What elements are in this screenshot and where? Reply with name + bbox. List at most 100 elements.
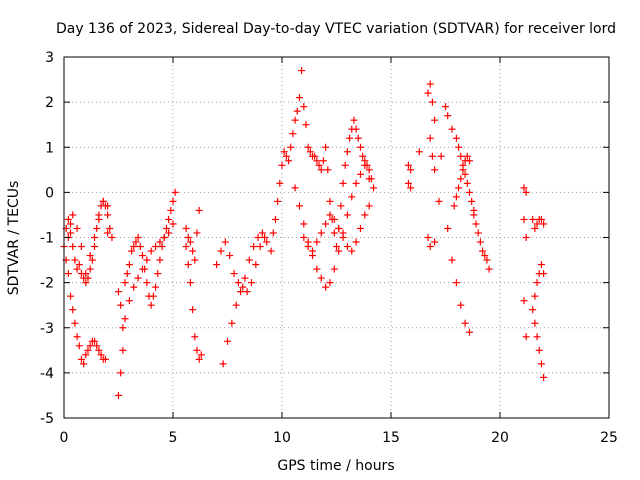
data-point xyxy=(293,107,301,115)
data-point xyxy=(463,179,471,187)
data-point xyxy=(191,256,199,264)
data-point xyxy=(365,166,373,174)
data-point xyxy=(280,148,288,156)
data-point xyxy=(67,220,75,228)
data-point xyxy=(474,229,482,237)
data-point xyxy=(115,391,122,399)
y-axis-label: SDTVAR / TECUs xyxy=(6,181,22,296)
data-point xyxy=(71,256,79,264)
data-point xyxy=(352,238,360,246)
data-point xyxy=(435,197,443,205)
data-point xyxy=(224,337,231,345)
data-point xyxy=(339,234,347,241)
data-point xyxy=(463,152,471,160)
data-point xyxy=(424,234,432,241)
data-point xyxy=(184,234,192,241)
data-point xyxy=(415,148,423,156)
data-point xyxy=(295,202,303,210)
data-point xyxy=(537,261,545,269)
data-point xyxy=(195,206,203,214)
data-point xyxy=(147,247,155,255)
data-point xyxy=(295,94,303,102)
data-point xyxy=(121,279,129,287)
data-point xyxy=(119,346,127,354)
data-point xyxy=(404,161,412,169)
data-point xyxy=(189,306,197,314)
data-point xyxy=(86,265,94,273)
data-point xyxy=(213,261,221,269)
data-point xyxy=(123,270,131,278)
data-point xyxy=(130,243,138,251)
data-point xyxy=(160,234,168,241)
y-tick-label: -1 xyxy=(40,231,54,247)
data-point xyxy=(426,134,434,142)
data-point xyxy=(304,143,312,151)
data-point xyxy=(86,342,94,350)
data-point xyxy=(73,333,81,341)
data-point xyxy=(287,143,295,151)
data-point xyxy=(289,130,297,138)
data-point xyxy=(326,279,334,287)
data-point xyxy=(365,175,373,183)
data-point xyxy=(330,265,338,273)
data-point xyxy=(426,80,434,88)
data-point xyxy=(278,161,286,169)
data-point xyxy=(143,279,151,287)
data-point xyxy=(322,220,330,228)
data-point xyxy=(226,252,234,260)
data-point xyxy=(73,224,81,232)
data-point xyxy=(263,238,271,246)
data-point xyxy=(361,211,369,219)
data-point xyxy=(437,152,445,160)
y-tick-label: -4 xyxy=(40,366,54,382)
data-point xyxy=(531,292,539,300)
data-point xyxy=(134,274,142,282)
data-point xyxy=(533,279,541,287)
data-point xyxy=(134,234,142,241)
data-point xyxy=(304,243,312,251)
data-point xyxy=(152,283,160,291)
data-point xyxy=(186,279,194,287)
data-point xyxy=(91,337,99,345)
data-point xyxy=(317,229,325,237)
data-point xyxy=(452,134,460,142)
data-point xyxy=(217,247,225,255)
data-point xyxy=(88,256,96,264)
data-point xyxy=(537,215,545,223)
data-point xyxy=(540,373,548,381)
data-point xyxy=(285,157,293,165)
data-point xyxy=(533,220,541,228)
data-point xyxy=(330,215,338,223)
data-point xyxy=(465,188,473,196)
data-point xyxy=(343,148,351,156)
data-point xyxy=(455,143,463,151)
y-tick-label: 0 xyxy=(45,185,54,201)
data-point xyxy=(428,98,436,106)
data-point xyxy=(291,116,299,124)
data-point xyxy=(424,89,432,97)
data-point xyxy=(317,166,325,174)
data-point xyxy=(125,297,133,305)
data-point xyxy=(106,224,114,232)
data-point xyxy=(117,369,125,377)
data-point xyxy=(426,243,434,251)
data-point xyxy=(450,202,458,210)
data-point xyxy=(531,224,539,232)
data-point xyxy=(348,193,356,201)
data-point xyxy=(481,252,489,260)
data-point xyxy=(302,121,310,129)
data-point xyxy=(461,319,469,327)
data-point xyxy=(309,247,317,255)
data-point xyxy=(228,319,236,327)
data-point xyxy=(245,256,253,264)
data-point xyxy=(306,148,314,156)
data-point xyxy=(444,224,452,232)
data-point xyxy=(324,166,332,174)
data-point xyxy=(313,157,321,165)
data-point xyxy=(82,279,90,287)
data-point xyxy=(73,265,81,273)
data-point xyxy=(84,274,92,282)
data-point xyxy=(444,112,452,120)
data-point xyxy=(147,301,155,309)
data-point xyxy=(476,238,484,246)
